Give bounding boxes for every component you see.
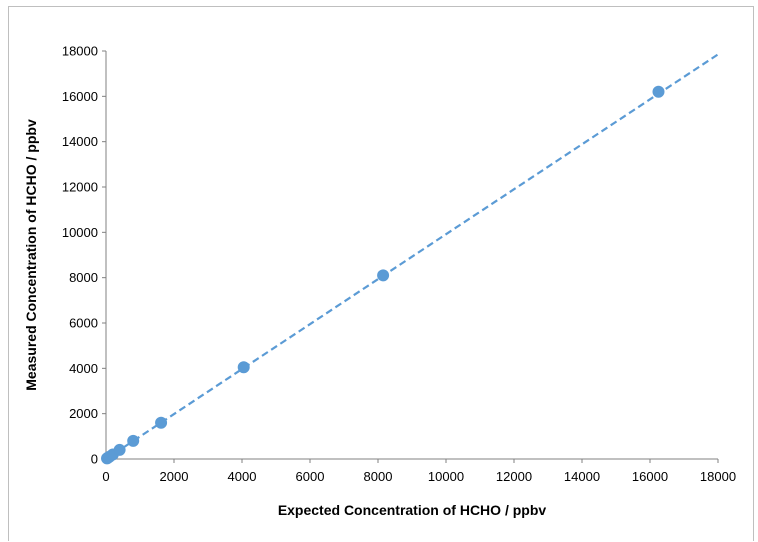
data-point	[113, 443, 126, 456]
x-tick-label: 12000	[496, 469, 532, 484]
y-tick-label: 2000	[69, 406, 98, 421]
y-tick-label: 12000	[62, 180, 98, 195]
x-tick-label: 8000	[364, 469, 393, 484]
y-tick-label: 0	[91, 452, 98, 467]
x-tick-label: 2000	[160, 469, 189, 484]
data-point	[377, 269, 390, 282]
x-tick-label: 0	[102, 469, 109, 484]
x-axis-title: Expected Concentration of HCHO / ppbv	[278, 502, 547, 518]
y-tick-label: 16000	[62, 89, 98, 104]
data-point	[127, 434, 140, 447]
y-axis-title: Measured Concentration of HCHO / ppbv	[23, 119, 39, 391]
x-tick-label: 4000	[228, 469, 257, 484]
data-point	[237, 361, 250, 374]
data-points	[101, 85, 665, 465]
x-tick-label: 10000	[428, 469, 464, 484]
data-point	[155, 416, 168, 429]
y-tick-label: 18000	[62, 44, 98, 59]
trendline-group	[105, 53, 719, 460]
y-tick-label: 14000	[62, 134, 98, 149]
x-tick-label: 18000	[700, 469, 736, 484]
trendline	[105, 53, 719, 460]
x-tick-label: 16000	[632, 469, 668, 484]
chart-frame	[8, 6, 754, 541]
data-point	[652, 85, 665, 98]
tick-labels: 0 2000 4000 6000 8000 10000 12000 14000 16000 180…	[62, 44, 736, 485]
y-tick-label: 10000	[62, 225, 98, 240]
y-tick-label: 4000	[69, 361, 98, 376]
y-tick-label: 8000	[69, 270, 98, 285]
x-tick-label: 6000	[296, 469, 325, 484]
y-tick-label: 6000	[69, 316, 98, 331]
x-tick-label: 14000	[564, 469, 600, 484]
